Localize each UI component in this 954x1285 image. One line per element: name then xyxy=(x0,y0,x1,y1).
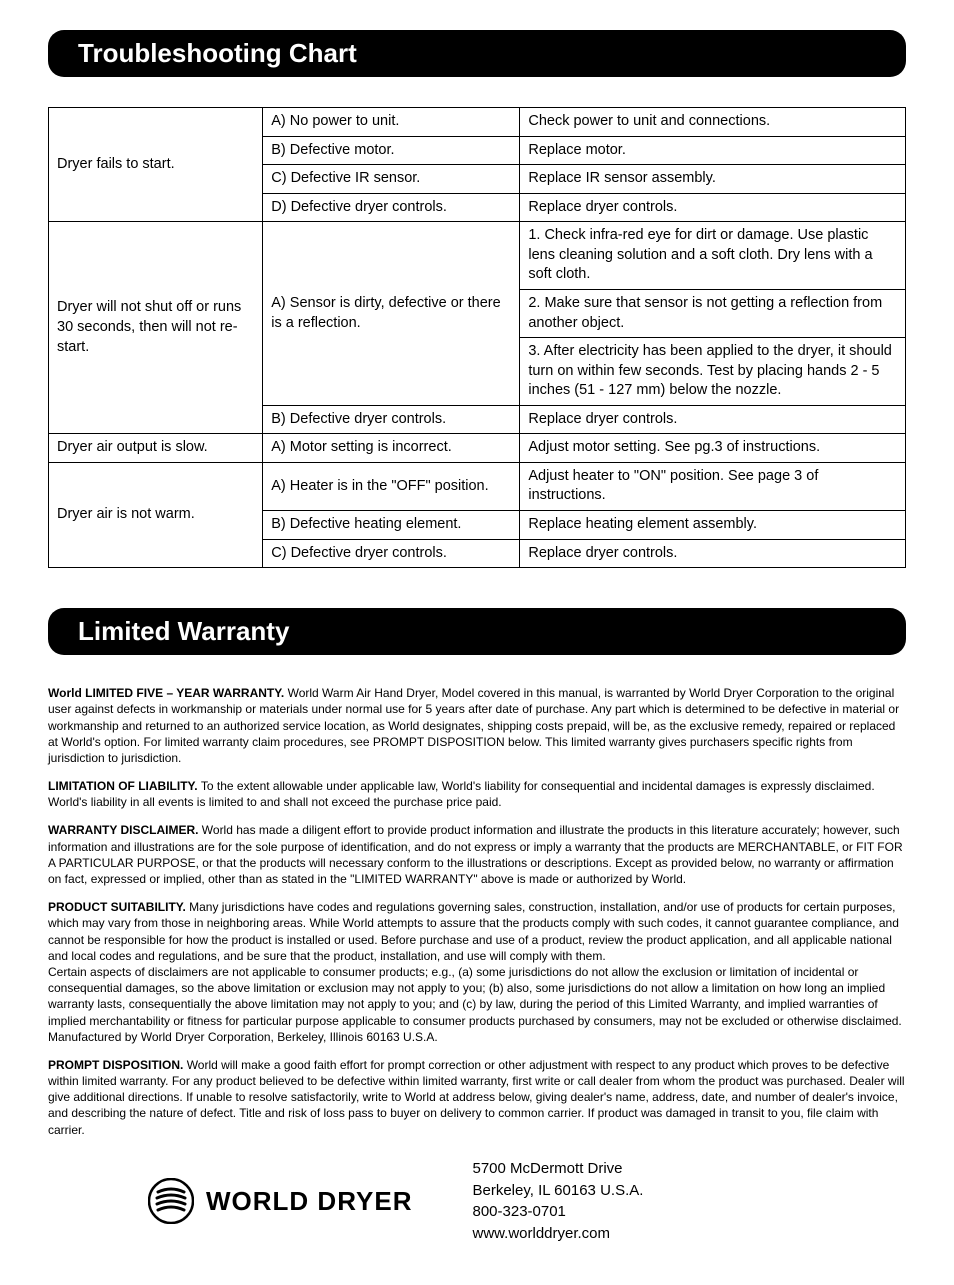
warranty-p1-bold: World LIMITED FIVE – YEAR WARRANTY. xyxy=(48,686,288,700)
warranty-p4b: Certain aspects of disclaimers are not a… xyxy=(48,964,906,1029)
cause-cell: B) Defective dryer controls. xyxy=(263,405,520,434)
table-row: Dryer fails to start.A) No power to unit… xyxy=(49,108,906,137)
problem-cell: Dryer air is not warm. xyxy=(49,462,263,567)
remedy-cell: Replace dryer controls. xyxy=(520,405,906,434)
warranty-text: World LIMITED FIVE – YEAR WARRANTY. Worl… xyxy=(48,685,906,1138)
warranty-p5: PROMPT DISPOSITION. World will make a go… xyxy=(48,1057,906,1138)
troubleshooting-table: Dryer fails to start.A) No power to unit… xyxy=(48,107,906,568)
cause-cell: C) Defective dryer controls. xyxy=(263,539,520,568)
warranty-p2: LIMITATION OF LIABILITY. To the extent a… xyxy=(48,778,906,810)
warranty-p5-bold: PROMPT DISPOSITION. xyxy=(48,1058,187,1072)
cause-cell: D) Defective dryer controls. xyxy=(263,193,520,222)
brand-logo: WORLD DRYER xyxy=(148,1178,412,1224)
brand-name: WORLD DRYER xyxy=(206,1186,412,1217)
cause-cell: A) Sensor is dirty, defective or there i… xyxy=(263,222,520,406)
problem-cell: Dryer air output is slow. xyxy=(49,434,263,463)
cause-cell: A) No power to unit. xyxy=(263,108,520,137)
remedy-cell: Replace dryer controls. xyxy=(520,539,906,568)
website: www.worlddryer.com xyxy=(472,1223,643,1245)
table-row: Dryer will not shut off or runs 30 secon… xyxy=(49,222,906,290)
cause-cell: A) Motor setting is incorrect. xyxy=(263,434,520,463)
remedy-cell: Replace heating element assembly. xyxy=(520,511,906,540)
cause-cell: A) Heater is in the "OFF" position. xyxy=(263,462,520,510)
warranty-p2-bold: LIMITATION OF LIABILITY. xyxy=(48,779,201,793)
warranty-p1: World LIMITED FIVE – YEAR WARRANTY. Worl… xyxy=(48,685,906,766)
address-line-1: 5700 McDermott Drive xyxy=(472,1158,643,1180)
remedy-cell: 3. After electricity has been applied to… xyxy=(520,338,906,406)
footer: WORLD DRYER 5700 McDermott Drive Berkele… xyxy=(48,1158,906,1245)
contact-block: 5700 McDermott Drive Berkeley, IL 60163 … xyxy=(472,1158,643,1245)
remedy-cell: 1. Check infra-red eye for dirt or damag… xyxy=(520,222,906,290)
warranty-heading: Limited Warranty xyxy=(48,608,906,655)
table-row: Dryer air is not warm.A) Heater is in th… xyxy=(49,462,906,510)
remedy-cell: Replace motor. xyxy=(520,136,906,165)
cause-cell: C) Defective IR sensor. xyxy=(263,165,520,194)
problem-cell: Dryer fails to start. xyxy=(49,108,263,222)
table-row: Dryer air output is slow.A) Motor settin… xyxy=(49,434,906,463)
warranty-p4: PRODUCT SUITABILITY. Many jurisdictions … xyxy=(48,899,906,964)
warranty-p4-bold: PRODUCT SUITABILITY. xyxy=(48,900,189,914)
phone: 800-323-0701 xyxy=(472,1201,643,1223)
remedy-cell: Replace dryer controls. xyxy=(520,193,906,222)
warranty-p3: WARRANTY DISCLAIMER. World has made a di… xyxy=(48,822,906,887)
cause-cell: B) Defective heating element. xyxy=(263,511,520,540)
cause-cell: B) Defective motor. xyxy=(263,136,520,165)
remedy-cell: Adjust motor setting. See pg.3 of instru… xyxy=(520,434,906,463)
remedy-cell: Check power to unit and connections. xyxy=(520,108,906,137)
troubleshooting-heading: Troubleshooting Chart xyxy=(48,30,906,77)
remedy-cell: Replace IR sensor assembly. xyxy=(520,165,906,194)
remedy-cell: Adjust heater to "ON" position. See page… xyxy=(520,462,906,510)
address-line-2: Berkeley, IL 60163 U.S.A. xyxy=(472,1180,643,1202)
problem-cell: Dryer will not shut off or runs 30 secon… xyxy=(49,222,263,434)
warranty-p4c: Manufactured by World Dryer Corporation,… xyxy=(48,1029,906,1045)
warranty-p3-bold: WARRANTY DISCLAIMER. xyxy=(48,823,202,837)
remedy-cell: 2. Make sure that sensor is not getting … xyxy=(520,289,906,337)
logo-swirl-icon xyxy=(148,1178,194,1224)
